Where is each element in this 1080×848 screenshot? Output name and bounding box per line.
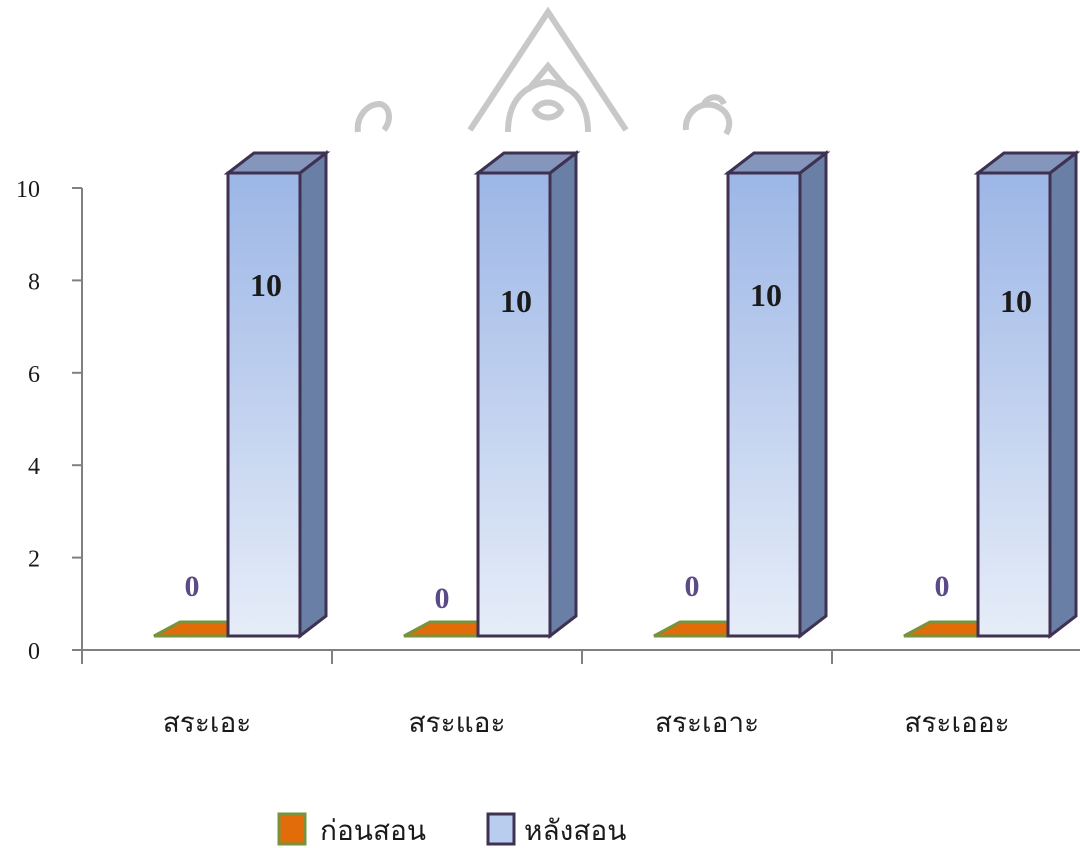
y-tick-label: 2 — [28, 547, 40, 573]
category-label: สระเอะ — [163, 706, 252, 739]
data-label-after: 10 — [1000, 283, 1032, 319]
legend: ก่อนสอน หลังสอน — [277, 812, 626, 847]
data-label-before: 0 — [685, 570, 700, 603]
y-tick-label: 8 — [28, 269, 40, 295]
category-label: สระเออะ — [904, 706, 1009, 739]
y-tick-label: 0 — [28, 639, 40, 665]
y-tick-label: 4 — [28, 454, 40, 480]
legend-label-after: หลังสอน — [524, 814, 626, 847]
data-label-after: 10 — [250, 267, 282, 303]
bar-after — [726, 171, 802, 638]
category-label: สระเอาะ — [655, 706, 759, 739]
bar-after — [976, 171, 1052, 638]
bar-after-side — [298, 149, 328, 640]
legend-swatch-before — [277, 812, 307, 846]
data-label-before: 0 — [935, 570, 950, 603]
bar-after — [226, 171, 302, 638]
data-label-before: 0 — [435, 582, 450, 615]
y-tick-label: 10 — [16, 177, 40, 203]
data-label-after: 10 — [750, 277, 782, 313]
legend-label-before: ก่อนสอน — [320, 814, 426, 847]
y-tick-label: 6 — [28, 362, 40, 388]
data-label-after: 10 — [500, 283, 532, 319]
bar-after — [476, 171, 552, 638]
bar-after-side — [798, 149, 828, 640]
bar-after-side — [548, 149, 578, 640]
seal-watermark-icon — [354, 6, 733, 136]
bar-after-side — [1048, 149, 1078, 640]
data-label-before: 0 — [185, 570, 200, 603]
legend-swatch-after — [486, 812, 516, 846]
category-label: สระแอะ — [408, 706, 505, 739]
